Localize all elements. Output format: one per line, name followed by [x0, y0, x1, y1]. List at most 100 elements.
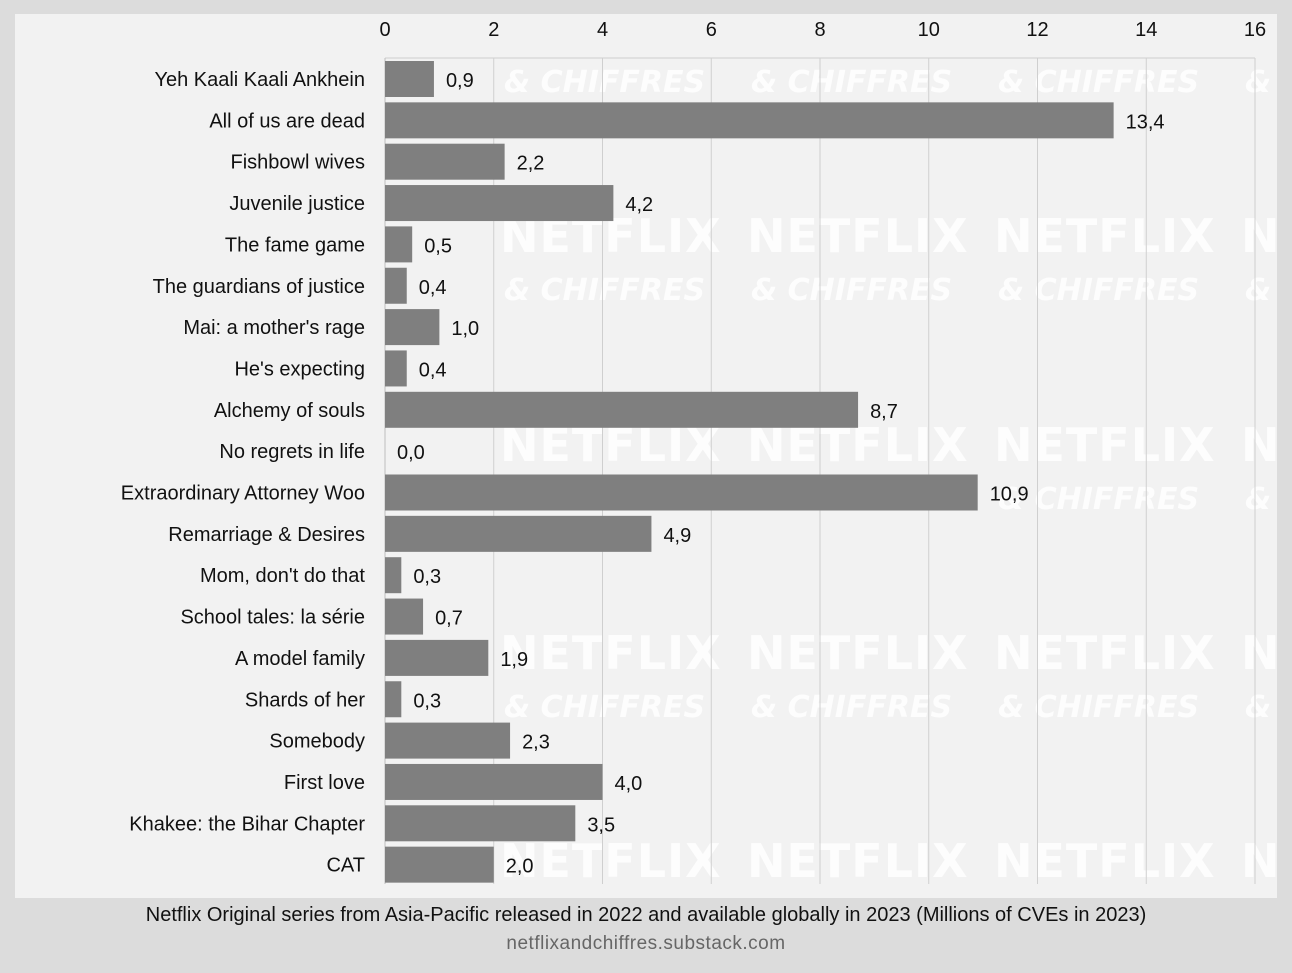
- category-label: He's expecting: [234, 358, 365, 380]
- data-label: 4,2: [625, 194, 653, 216]
- watermark-netflix: NETFLIX: [1241, 626, 1277, 680]
- data-label: 8,7: [870, 401, 898, 423]
- data-label: 4,9: [663, 525, 691, 547]
- category-label: No regrets in life: [219, 441, 365, 463]
- category-label: Juvenile justice: [229, 193, 365, 215]
- bar: [385, 763, 603, 800]
- bar: [385, 143, 505, 180]
- x-tick-label: 2: [488, 19, 499, 41]
- watermark-netflix: NETFLIX: [747, 209, 969, 263]
- data-label: 0,5: [424, 235, 452, 257]
- bar-chart: & CHIFFRES & CHIFFRES & CHIFFRES & CHIFFRES…: [121, 19, 1277, 888]
- bar: [385, 681, 402, 718]
- watermark-chiffres: & CHIFFRES: [504, 690, 705, 725]
- data-label: 1,9: [500, 649, 528, 671]
- data-label: 10,9: [990, 484, 1029, 506]
- chart-panel: & CHIFFRES & CHIFFRES & CHIFFRES & CHIFFRES…: [15, 14, 1277, 898]
- bar: [385, 391, 859, 428]
- watermark-chiffres: & CHIFFRES: [751, 65, 952, 100]
- data-label: 13,4: [1126, 111, 1165, 133]
- watermark-netflix: NETFLIX: [500, 834, 722, 888]
- x-tick-label: 14: [1135, 19, 1157, 41]
- category-label: CAT: [326, 855, 365, 877]
- bar: [385, 185, 614, 222]
- x-tick-label: 10: [918, 19, 940, 41]
- watermark-chiffres: & CHIFFRES: [998, 482, 1199, 517]
- data-label: 0,7: [435, 608, 463, 630]
- bar: [385, 639, 489, 676]
- bar: [385, 350, 407, 387]
- data-label: 0,0: [397, 442, 425, 464]
- watermark-chiffres: & CHIFFRES: [998, 690, 1199, 725]
- bar: [385, 557, 402, 594]
- data-label: 1,0: [451, 318, 479, 340]
- bar: [385, 474, 978, 511]
- bar: [385, 102, 1114, 139]
- data-label: 2,0: [506, 856, 534, 878]
- data-label: 4,0: [615, 773, 643, 795]
- watermark-chiffres: & CHIFFRES: [751, 690, 952, 725]
- category-label: The fame game: [225, 234, 365, 256]
- category-labels: Yeh Kaali Kaali Ankhein All of us are dea…: [121, 69, 366, 877]
- watermark-chiffres: & CHIFFRES: [1245, 690, 1277, 725]
- data-label: 2,3: [522, 732, 550, 754]
- data-label: 0,4: [419, 359, 447, 381]
- watermark-netflix: NETFLIX: [994, 209, 1216, 263]
- x-axis-ticks: 0 2 4 6 8 10 12 14 16: [379, 19, 1266, 41]
- category-label: School tales: la série: [180, 607, 365, 629]
- x-tick-label: 12: [1026, 19, 1048, 41]
- watermark-chiffres: & CHIFFRES: [1245, 65, 1277, 100]
- value-labels: 0,9 13,4 2,2 4,2 0,5 0,41,00,4 8,7 0,0 10,9 4,9 0,…: [397, 70, 1165, 878]
- bar: [385, 61, 434, 97]
- bar: [385, 598, 424, 635]
- watermark-chiffres: & CHIFFRES: [751, 273, 952, 308]
- category-label: A model family: [235, 648, 365, 670]
- watermark-chiffres: & CHIFFRES: [1245, 273, 1277, 308]
- bar: [385, 515, 652, 552]
- bar: [385, 805, 576, 842]
- watermark-netflix: NETFLIX: [1241, 418, 1277, 472]
- data-label: 3,5: [587, 814, 615, 836]
- category-label: Shards of her: [245, 689, 365, 711]
- x-tick-label: 6: [706, 19, 717, 41]
- category-label: Yeh Kaali Kaali Ankhein: [154, 69, 365, 91]
- watermark-netflix: NETFLIX: [994, 626, 1216, 680]
- x-tick-label: 4: [597, 19, 608, 41]
- watermark-chiffres: & CHIFFRES: [504, 65, 705, 100]
- category-label: Alchemy of souls: [214, 400, 365, 422]
- watermark-chiffres: & CHIFFRES: [998, 273, 1199, 308]
- watermark-chiffres: & CHIFFRES: [504, 273, 705, 308]
- chart-caption: Netflix Original series from Asia-Pacifi…: [145, 904, 1147, 926]
- category-label: Fishbowl wives: [231, 152, 365, 174]
- category-label: Extraordinary Attorney Woo: [121, 483, 365, 505]
- data-label: 0,4: [419, 277, 447, 299]
- data-label: 2,2: [517, 153, 545, 175]
- x-tick-label: 16: [1244, 19, 1266, 41]
- category-label: Khakee: the Bihar Chapter: [129, 813, 365, 835]
- watermark-netflix: NETFLIX: [1241, 834, 1277, 888]
- watermark-netflix: NETFLIX: [500, 626, 722, 680]
- bar: [385, 722, 511, 759]
- watermark-chiffres: & CHIFFRES: [998, 65, 1199, 100]
- data-label: 0,3: [413, 566, 441, 588]
- category-label: Remarriage & Desires: [168, 524, 365, 546]
- watermark-netflix: NETFLIX: [1241, 209, 1277, 263]
- bars: [385, 61, 1114, 883]
- category-label: Mom, don't do that: [200, 565, 365, 587]
- bar: [385, 846, 494, 883]
- watermark-netflix: NETFLIX: [994, 834, 1216, 888]
- bar: [385, 309, 440, 346]
- category-label: First love: [284, 772, 365, 794]
- watermark-netflix: NETFLIX: [994, 418, 1216, 472]
- x-tick-label: 8: [814, 19, 825, 41]
- watermark-chiffres: & CHIFFRES: [1245, 482, 1277, 517]
- data-label: 0,9: [446, 70, 474, 92]
- category-label: Somebody: [269, 731, 365, 753]
- category-label: Mai: a mother's rage: [183, 317, 365, 339]
- x-tick-label: 0: [379, 19, 390, 41]
- data-label: 0,3: [413, 690, 441, 712]
- watermark-layer: & CHIFFRES & CHIFFRES & CHIFFRES & CHIFFRES…: [500, 65, 1277, 888]
- watermark-netflix: NETFLIX: [747, 834, 969, 888]
- category-label: All of us are dead: [209, 110, 365, 132]
- bar: [385, 226, 413, 263]
